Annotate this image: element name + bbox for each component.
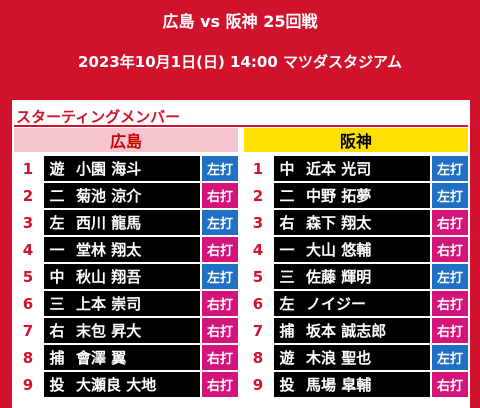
player-name: 秋山 翔吾 <box>76 268 142 286</box>
player-name: 西川 龍馬 <box>76 214 142 232</box>
player-name: 會澤 翼 <box>76 349 127 367</box>
subtitle: 2023年10月1日(日) 14:00 マツダスタジアム <box>78 53 402 71</box>
batting-order: 5 <box>252 267 264 286</box>
bats: 右打 <box>202 237 238 262</box>
team-header: 阪神 <box>244 128 468 152</box>
player-row <box>274 156 430 181</box>
player-row <box>274 291 430 316</box>
player-name: 佐藤 輝明 <box>306 268 372 286</box>
bats: 右打 <box>432 372 468 397</box>
bats: 左打 <box>432 156 468 181</box>
player-row <box>44 264 200 289</box>
panel: スターティングメンバー 広島 1 遊小園 海斗 左打 2 二菊池 涼介 右打 3 左西川 龍馬左… <box>12 100 470 408</box>
player-name: 大山 悠輔 <box>306 241 372 259</box>
player-row <box>274 345 430 370</box>
player-row <box>44 210 200 235</box>
player-row <box>44 318 200 343</box>
player-row <box>44 372 200 397</box>
position: 右 <box>279 214 295 232</box>
player-name: 堂林 翔太 <box>76 241 142 259</box>
bats: 左打 <box>432 264 468 289</box>
batting-order: 1 <box>22 159 34 178</box>
position: 二 <box>49 187 65 205</box>
batting-order: 1 <box>252 159 264 178</box>
position: 三 <box>279 268 295 286</box>
position: 三 <box>49 295 65 313</box>
player-row <box>44 345 200 370</box>
bats: 右打 <box>202 318 238 343</box>
player-name: 中野 拓夢 <box>306 187 372 205</box>
position: 一 <box>279 241 295 259</box>
batting-order: 7 <box>22 321 34 340</box>
title: 広島 vs 阪神 25回戦 <box>162 12 318 31</box>
batting-order: 2 <box>22 186 34 205</box>
batting-order: 8 <box>22 348 34 367</box>
position: 一 <box>49 241 65 259</box>
player-row <box>274 318 430 343</box>
bats: 左打 <box>432 183 468 208</box>
player-row <box>274 183 430 208</box>
position: 二 <box>279 187 295 205</box>
position: 遊 <box>279 349 295 367</box>
batting-order: 7 <box>252 321 264 340</box>
player-name: 大瀬良 大地 <box>76 376 157 394</box>
position: 投 <box>49 376 65 394</box>
player-row <box>44 156 200 181</box>
bats: 右打 <box>202 372 238 397</box>
bats: 右打 <box>432 237 468 262</box>
position: 中 <box>49 268 65 286</box>
batting-order: 5 <box>22 267 34 286</box>
player-name: 末包 昇大 <box>76 322 142 340</box>
position: 左 <box>279 295 295 313</box>
batting-order: 3 <box>22 213 34 232</box>
position: 捕 <box>49 349 65 367</box>
player-name: ノイジー <box>306 295 367 313</box>
player-name: 木浪 聖也 <box>306 349 372 367</box>
position: 左 <box>49 214 65 232</box>
bats: 右打 <box>202 345 238 370</box>
position: 遊 <box>49 160 65 178</box>
bats: 右打 <box>432 318 468 343</box>
bats: 右打 <box>432 291 468 316</box>
player-row <box>44 183 200 208</box>
player-row <box>274 264 430 289</box>
position: 中 <box>279 160 295 178</box>
batting-order: 8 <box>252 348 264 367</box>
batting-order: 9 <box>252 375 264 394</box>
section-title: スターティングメンバー <box>16 108 181 126</box>
position: 捕 <box>279 322 295 340</box>
player-row <box>44 291 200 316</box>
bats: 右打 <box>432 210 468 235</box>
player-name: 上本 崇司 <box>76 295 142 313</box>
player-row <box>274 210 430 235</box>
team-header: 広島 <box>14 128 238 152</box>
bats: 右打 <box>202 183 238 208</box>
player-name: 菊池 涼介 <box>76 187 142 205</box>
batting-order: 3 <box>252 213 264 232</box>
bats: 左打 <box>432 345 468 370</box>
position: 右 <box>49 322 65 340</box>
position: 投 <box>279 376 295 394</box>
batting-order: 9 <box>22 375 34 394</box>
player-name: 森下 翔太 <box>306 214 372 232</box>
batting-order: 4 <box>252 240 264 259</box>
batting-order: 4 <box>22 240 34 259</box>
batting-order: 6 <box>252 294 264 313</box>
divider <box>14 125 468 127</box>
player-name: 坂本 誠志郎 <box>306 322 387 340</box>
bats: 左打 <box>202 264 238 289</box>
player-row <box>274 237 430 262</box>
bats: 右打 <box>202 291 238 316</box>
bats: 左打 <box>202 156 238 181</box>
player-row <box>274 372 430 397</box>
bats: 左打 <box>202 210 238 235</box>
batting-order: 2 <box>252 186 264 205</box>
player-name: 馬場 皐輔 <box>306 376 372 394</box>
player-row <box>44 237 200 262</box>
batting-order: 6 <box>22 294 34 313</box>
player-name: 近本 光司 <box>306 160 372 178</box>
player-name: 小園 海斗 <box>76 160 142 178</box>
